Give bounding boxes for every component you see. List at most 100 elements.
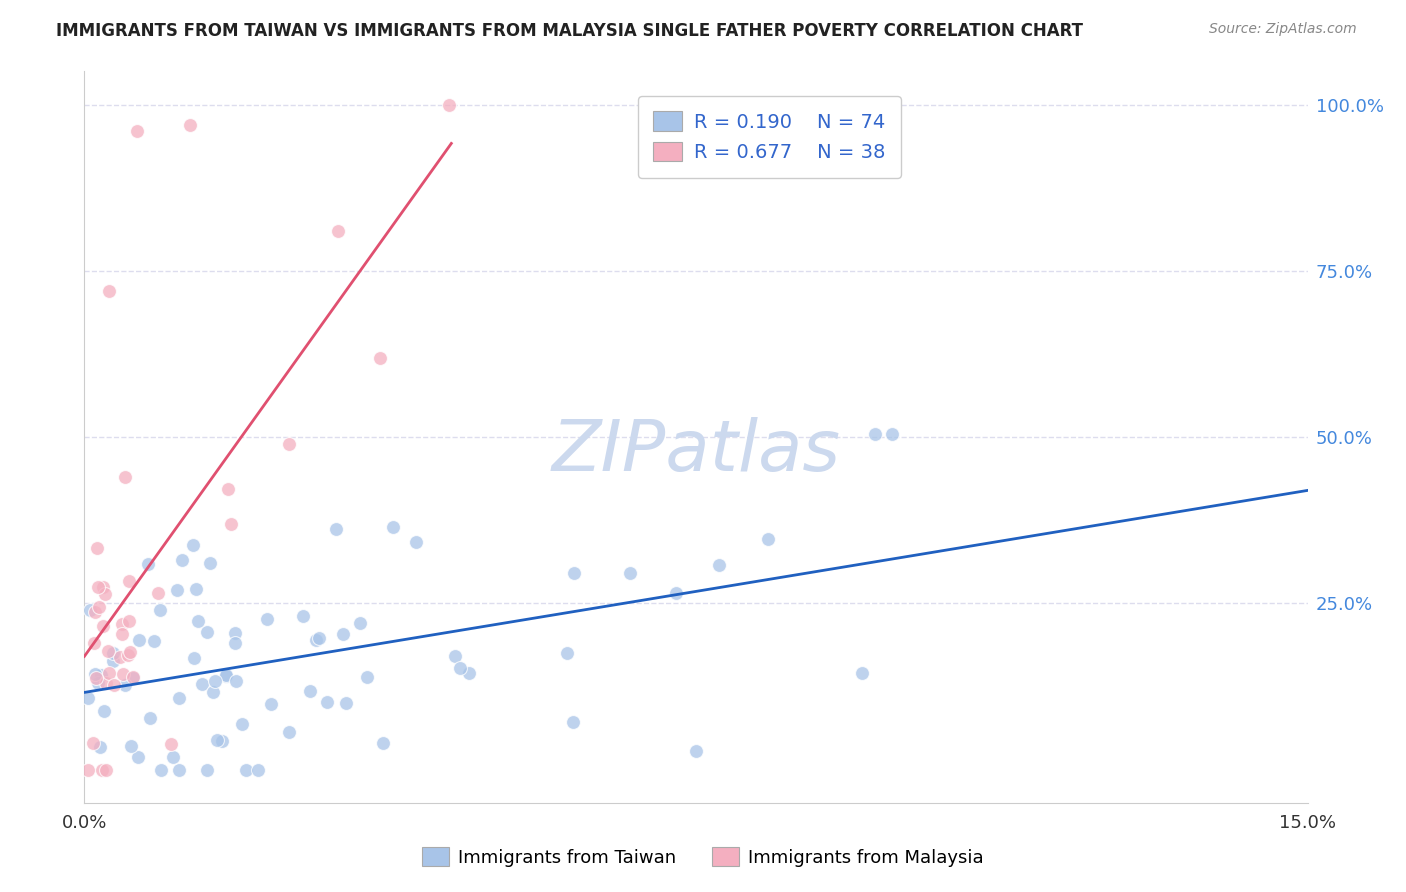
Point [162, 750, 184, 764]
Point [136, 557, 159, 571]
Point [114, 678, 136, 692]
Point [308, 631, 330, 645]
Point [444, 648, 467, 663]
Point [84, 672, 107, 686]
Point [219, 516, 242, 531]
Point [94, 676, 117, 690]
Point [94, 763, 117, 777]
Point [82, 736, 104, 750]
Point [195, 624, 218, 639]
Point [225, 673, 247, 688]
Point [114, 470, 136, 484]
Point [458, 666, 481, 681]
Point [93, 587, 115, 601]
Point [89, 599, 111, 614]
Point [103, 653, 125, 667]
Point [167, 691, 190, 706]
Point [665, 586, 688, 600]
Point [439, 97, 461, 112]
Point [326, 224, 349, 238]
Point [707, 558, 730, 573]
Point [685, 744, 707, 758]
Point [77, 763, 100, 777]
Point [449, 661, 471, 675]
Point [150, 763, 173, 777]
Point [117, 648, 139, 662]
Point [562, 566, 585, 580]
Point [201, 685, 224, 699]
Legend: R = 0.190    N = 74, R = 0.677    N = 38: R = 0.190 N = 74, R = 0.677 N = 38 [638, 95, 901, 178]
Point [87, 675, 110, 690]
Point [371, 736, 394, 750]
Point [349, 615, 371, 630]
Point [120, 645, 142, 659]
Point [166, 583, 188, 598]
Point [557, 646, 579, 660]
Text: IMMIGRANTS FROM TAIWAN VS IMMIGRANTS FROM MALAYSIA SINGLE FATHER POVERTY CORRELA: IMMIGRANTS FROM TAIWAN VS IMMIGRANTS FRO… [56, 22, 1083, 40]
Point [217, 482, 239, 496]
Point [160, 737, 183, 751]
Point [127, 124, 149, 138]
Point [91, 580, 114, 594]
Point [118, 574, 141, 588]
Point [204, 674, 226, 689]
Point [146, 586, 169, 600]
Point [381, 519, 404, 533]
Point [112, 667, 135, 681]
Point [224, 636, 246, 650]
Point [83, 605, 105, 619]
Point [149, 603, 172, 617]
Point [224, 626, 246, 640]
Point [851, 666, 873, 681]
Point [316, 695, 339, 709]
Point [246, 763, 269, 777]
Point [186, 582, 208, 596]
Point [89, 739, 111, 754]
Point [332, 627, 354, 641]
Text: Source: ZipAtlas.com: Source: ZipAtlas.com [1209, 22, 1357, 37]
Point [405, 534, 427, 549]
Point [101, 646, 124, 660]
Point [235, 763, 257, 777]
Point [865, 426, 887, 441]
Point [87, 581, 110, 595]
Point [83, 636, 105, 650]
Point [118, 614, 141, 628]
Point [111, 617, 134, 632]
Point [181, 538, 204, 552]
Point [91, 619, 114, 633]
Point [562, 714, 585, 729]
Point [86, 541, 108, 556]
Point [84, 666, 107, 681]
Point [756, 532, 779, 546]
Point [79, 603, 101, 617]
Point [103, 678, 125, 692]
Point [90, 763, 112, 777]
Point [187, 614, 209, 628]
Point [142, 634, 165, 648]
Point [128, 633, 150, 648]
Point [278, 724, 301, 739]
Point [122, 671, 145, 685]
Point [335, 696, 357, 710]
Point [305, 632, 328, 647]
Point [127, 750, 149, 764]
Point [77, 690, 100, 705]
Point [90, 668, 112, 682]
Point [172, 553, 194, 567]
Point [291, 609, 314, 624]
Point [139, 711, 162, 725]
Point [198, 556, 221, 570]
Legend: Immigrants from Taiwan, Immigrants from Malaysia: Immigrants from Taiwan, Immigrants from … [415, 840, 991, 874]
Point [97, 284, 120, 298]
Point [97, 644, 120, 658]
Point [278, 437, 301, 451]
Point [205, 733, 228, 747]
Text: ZIPatlas: ZIPatlas [551, 417, 841, 486]
Point [256, 612, 278, 626]
Point [195, 763, 218, 777]
Point [260, 697, 283, 711]
Point [215, 669, 238, 683]
Point [325, 522, 347, 536]
Point [880, 426, 903, 441]
